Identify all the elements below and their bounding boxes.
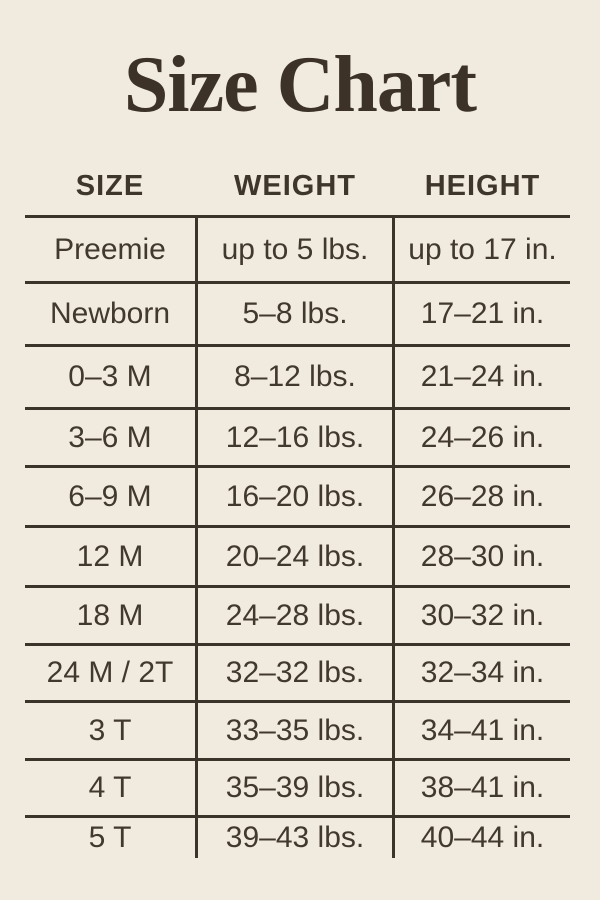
size-chart-table: SIZE WEIGHT HEIGHT Preemie up to 5 lbs. … — [25, 158, 570, 858]
weight-cell: 12–16 lbs. — [195, 410, 395, 465]
table-row: 5 T 39–43 lbs. 40–44 in. — [25, 815, 570, 858]
size-cell: Newborn — [49, 297, 171, 330]
table-row: Preemie up to 5 lbs. up to 17 in. — [25, 215, 570, 281]
size-cell: 3–6 M — [68, 420, 152, 454]
height-cell: 38–41 in. — [420, 771, 545, 804]
table-row: 3–6 M 12–16 lbs. 24–26 in. — [25, 407, 570, 465]
height-cell: 40–44 in. — [420, 821, 545, 854]
height-cell: 21–24 in. — [420, 360, 545, 393]
weight-cell: up to 5 lbs. — [195, 218, 395, 281]
weight-cell: 20–24 lbs. — [195, 528, 395, 585]
height-cell: 17–21 in. — [420, 297, 545, 330]
size-cell: 12 M — [76, 539, 144, 573]
column-header-size: SIZE — [75, 170, 145, 202]
size-cell: 24 M / 2T — [46, 656, 174, 689]
size-cell: 0–3 M — [68, 360, 152, 393]
table-header-row: SIZE WEIGHT HEIGHT — [25, 158, 570, 215]
height-cell: up to 17 in. — [408, 232, 557, 266]
size-cell: Preemie — [54, 232, 166, 266]
height-cell: 30–32 in. — [420, 598, 545, 632]
page-title: Size Chart — [123, 41, 477, 129]
table-row: 12 M 20–24 lbs. 28–30 in. — [25, 525, 570, 585]
table-body: Preemie up to 5 lbs. up to 17 in. Newbor… — [25, 215, 570, 858]
size-cell: 5 T — [88, 821, 132, 854]
height-cell: 32–34 in. — [420, 656, 545, 689]
table-row: 24 M / 2T 32–32 lbs. 32–34 in. — [25, 643, 570, 700]
weight-cell: 16–20 lbs. — [195, 468, 395, 525]
height-cell: 34–41 in. — [420, 713, 545, 747]
weight-cell: 8–12 lbs. — [195, 347, 395, 407]
height-cell: 24–26 in. — [420, 420, 545, 454]
column-header-height: HEIGHT — [424, 170, 541, 202]
weight-cell: 33–35 lbs. — [195, 703, 395, 758]
size-cell: 18 M — [76, 598, 144, 632]
table-row: 3 T 33–35 lbs. 34–41 in. — [25, 700, 570, 758]
table-row: 18 M 24–28 lbs. 30–32 in. — [25, 585, 570, 643]
size-cell: 4 T — [88, 771, 132, 804]
size-cell: 3 T — [88, 713, 132, 747]
weight-cell: 24–28 lbs. — [195, 588, 395, 643]
height-cell: 28–30 in. — [420, 539, 545, 573]
table-row: 6–9 M 16–20 lbs. 26–28 in. — [25, 465, 570, 525]
size-cell: 6–9 M — [68, 479, 152, 513]
height-cell: 26–28 in. — [420, 479, 545, 513]
weight-cell: 39–43 lbs. — [195, 818, 395, 858]
table-row: 0–3 M 8–12 lbs. 21–24 in. — [25, 344, 570, 407]
weight-cell: 5–8 lbs. — [195, 284, 395, 344]
weight-cell: 32–32 lbs. — [195, 646, 395, 700]
table-row: Newborn 5–8 lbs. 17–21 in. — [25, 281, 570, 344]
table-row: 4 T 35–39 lbs. 38–41 in. — [25, 758, 570, 815]
weight-cell: 35–39 lbs. — [195, 761, 395, 815]
column-header-weight: WEIGHT — [234, 170, 356, 202]
